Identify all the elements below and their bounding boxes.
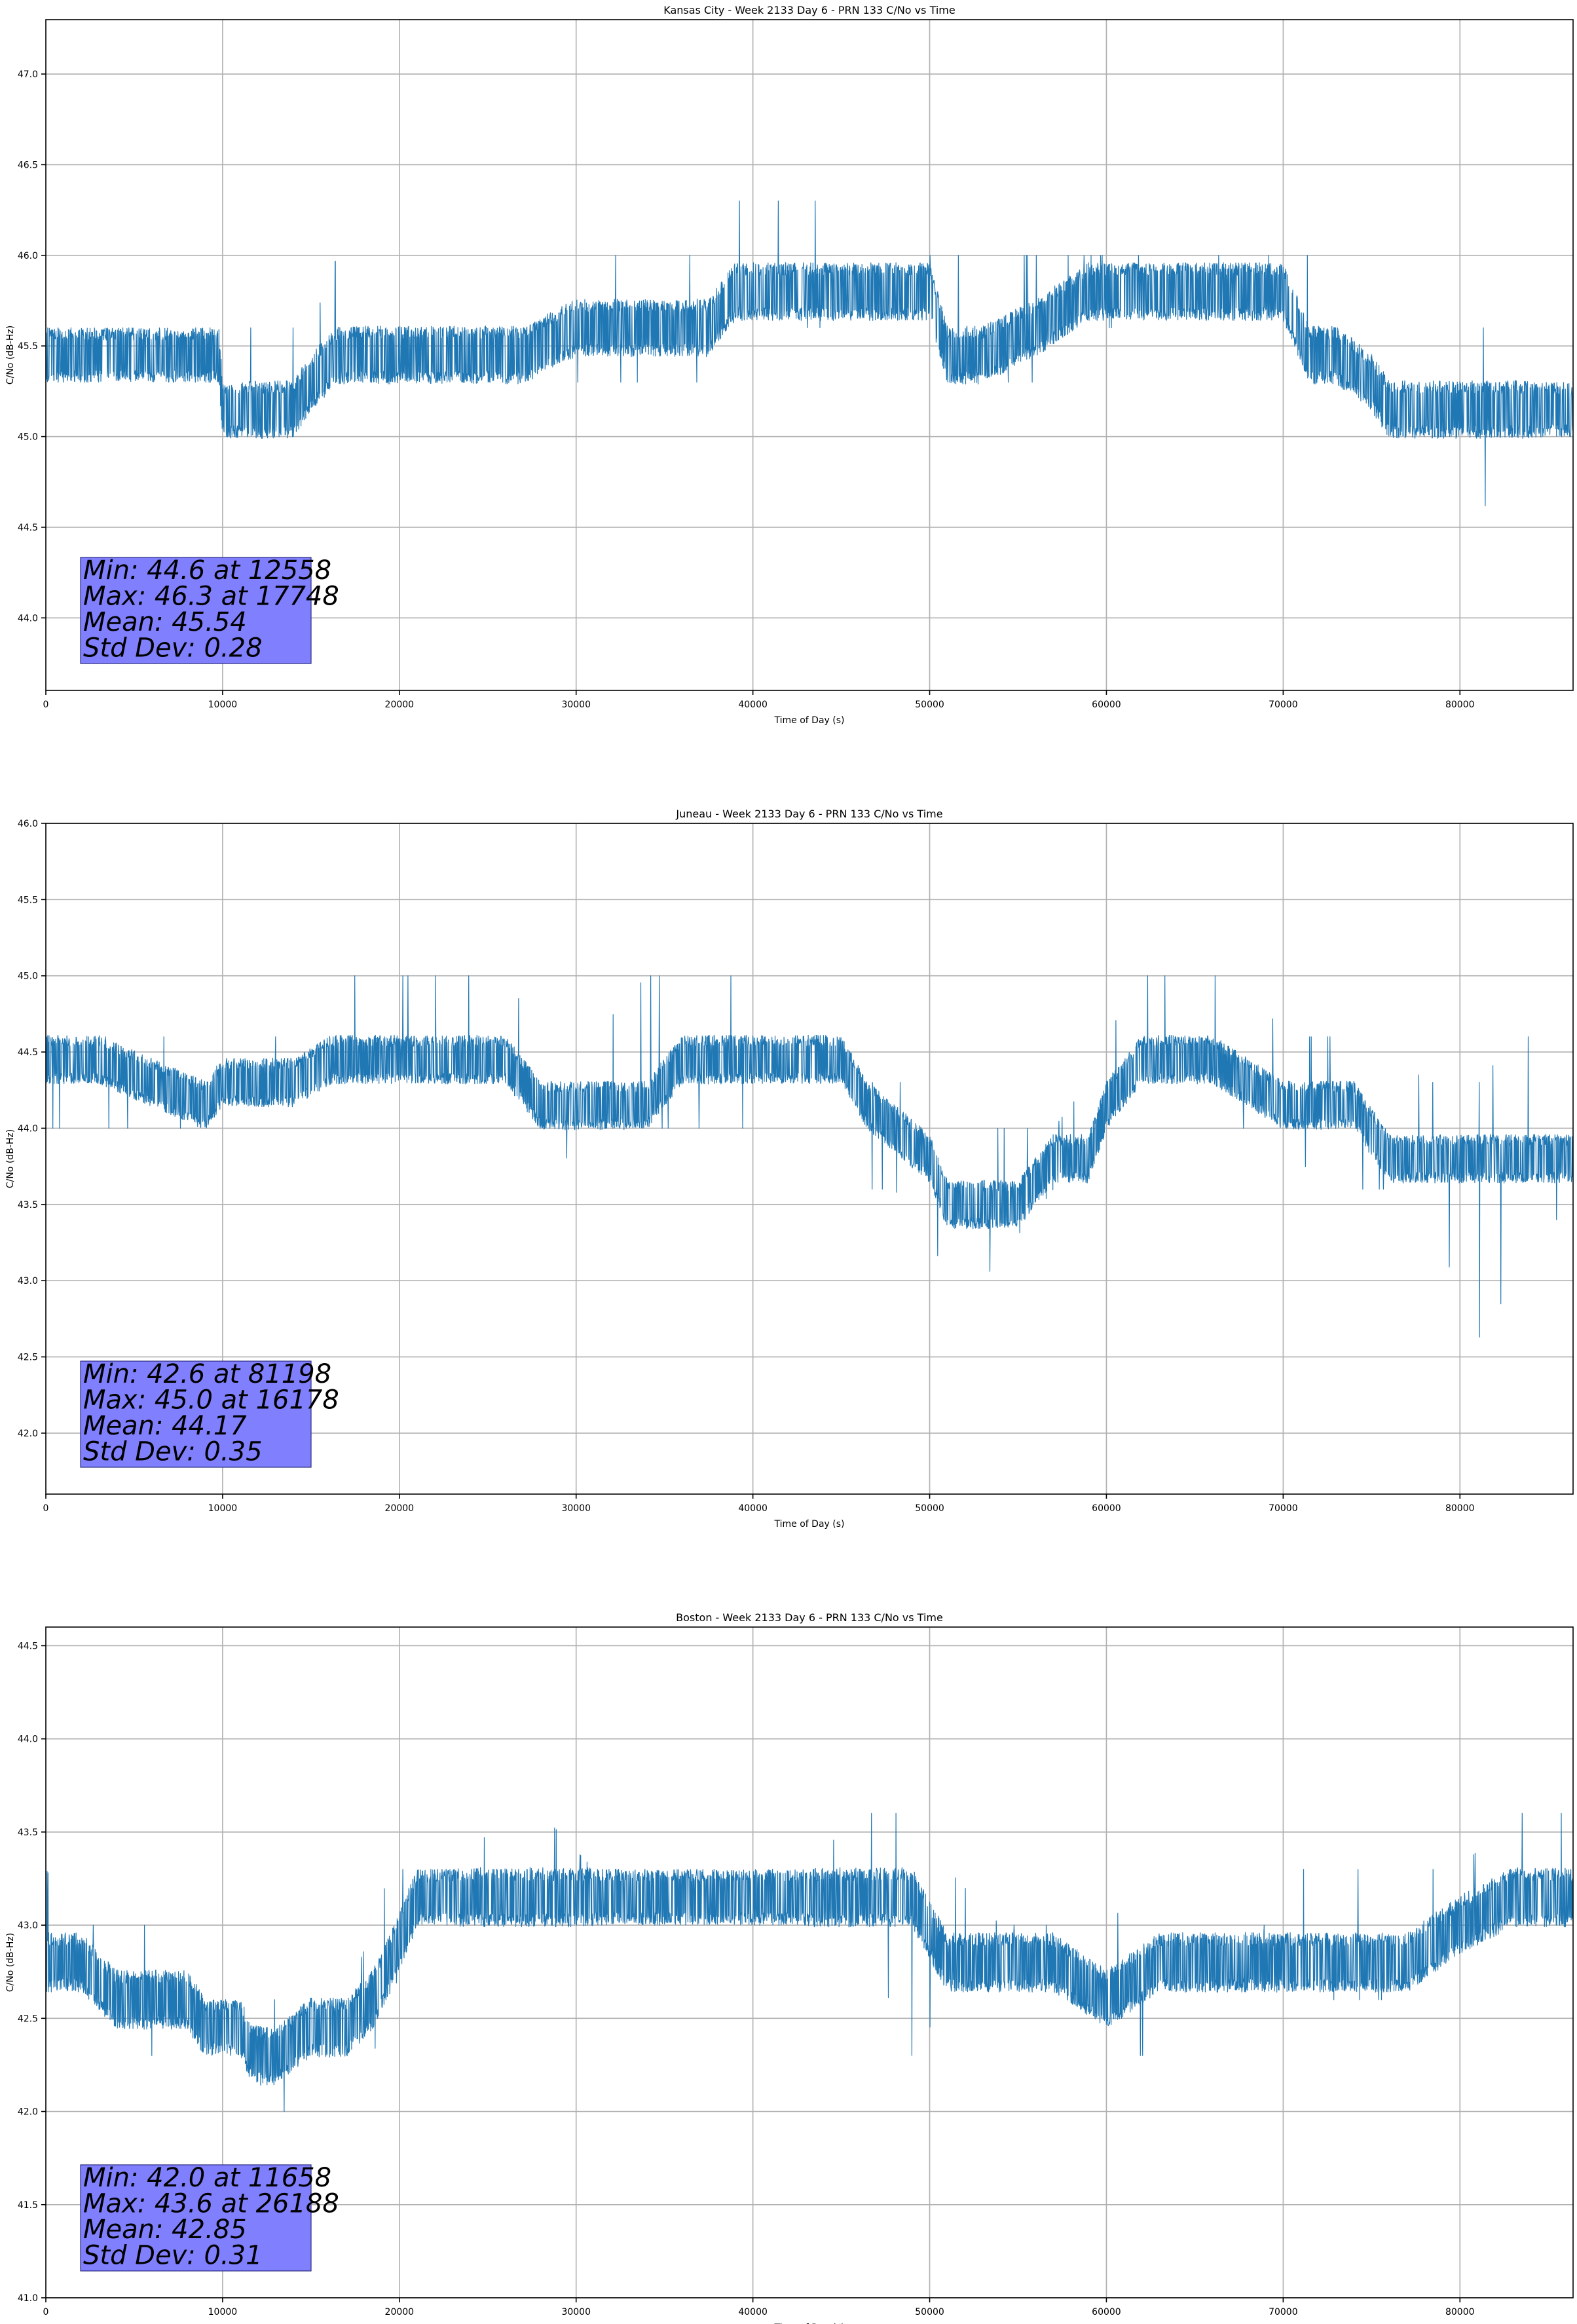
y-tick-label: 42.0	[18, 1429, 38, 1439]
x-tick-label: 60000	[1092, 1503, 1121, 1514]
stats-line: Mean: 45.54	[83, 607, 247, 637]
y-tick-label: 44.0	[18, 1734, 38, 1745]
y-axis-label: C/No (dB-Hz)	[5, 1129, 16, 1188]
axes-frame	[45, 1626, 1574, 2298]
x-tick-label: 30000	[561, 2307, 591, 2317]
y-tick-label: 44.5	[18, 1641, 38, 1651]
x-tick-label: 10000	[208, 1503, 238, 1514]
chart-title: Kansas City - Week 2133 Day 6 - PRN 133 …	[663, 4, 955, 16]
y-tick-label: 45.5	[18, 341, 38, 352]
y-axis-label: C/No (dB-Hz)	[5, 1933, 16, 1992]
y-tick-label: 46.0	[18, 251, 38, 261]
stats-box	[80, 1360, 312, 1468]
y-tick-label: 43.0	[18, 1921, 38, 1931]
stats-line: Max: 43.6 at 26188	[83, 2189, 339, 2219]
stats-line: Max: 46.3 at 17748	[83, 582, 339, 612]
chart-panel-3: 0 10000 20000 30000 40000 50000 60000 70000 8000…	[5, 1611, 1574, 2324]
y-tick-label: 43.0	[18, 1276, 38, 1286]
x-tick-label: 40000	[738, 2307, 768, 2317]
x-tick-label: 70000	[1269, 700, 1298, 710]
y-tick-label: 42.5	[18, 1353, 38, 1363]
stats-line: Std Dev: 0.31	[83, 2241, 263, 2271]
x-tick-label: 20000	[385, 1503, 415, 1514]
x-tick-label: 50000	[915, 1503, 944, 1514]
x-tick-label: 40000	[738, 700, 768, 710]
stats-line: Std Dev: 0.35	[83, 1437, 263, 1467]
stats-box	[80, 2164, 312, 2272]
x-tick-label: 60000	[1092, 700, 1121, 710]
y-tick-label: 42.0	[18, 2107, 38, 2118]
y-tick-label: 45.5	[18, 895, 38, 905]
y-tick-label: 45.0	[18, 971, 38, 982]
stats-box	[80, 557, 312, 664]
x-axis-label: Time of Day (s)	[774, 1519, 845, 1529]
stats-line: Min: 44.6 at 12558	[83, 555, 331, 586]
stats-line: Max: 45.0 at 16178	[83, 1385, 339, 1415]
x-tick-label: 50000	[915, 700, 944, 710]
y-tick-label: 42.5	[18, 2014, 38, 2024]
chart-panel-2: 0 10000 20000 30000 40000 50000 60000 70000 8000…	[5, 808, 1574, 1529]
y-tick-label: 43.5	[18, 1827, 38, 1838]
stats-line: Min: 42.0 at 11658	[83, 2163, 331, 2193]
axes-frame	[45, 19, 1574, 691]
x-tick-label: 0	[43, 700, 49, 710]
data-line	[45, 975, 1574, 1338]
y-tick-label: 44.0	[18, 613, 38, 624]
y-tick-label: 46.0	[18, 819, 38, 829]
x-tick-label: 60000	[1092, 2307, 1121, 2317]
y-tick-label: 44.0	[18, 1123, 38, 1134]
x-tick-label: 80000	[1445, 1503, 1475, 1514]
x-tick-label: 30000	[561, 700, 591, 710]
x-tick-label: 80000	[1445, 2307, 1475, 2317]
stats-line: Min: 42.6 at 81198	[83, 1359, 331, 1389]
x-tick-label: 20000	[385, 2307, 415, 2317]
data-line	[45, 1812, 1574, 2112]
y-tick-label: 45.0	[18, 432, 38, 443]
axes-frame	[45, 823, 1574, 1495]
stats-line: Mean: 42.85	[83, 2215, 247, 2245]
x-tick-label: 0	[43, 1503, 49, 1514]
y-tick-label: 41.5	[18, 2200, 38, 2211]
stats-line: Std Dev: 0.28	[83, 633, 263, 664]
x-tick-label: 0	[43, 2307, 49, 2317]
x-tick-label: 80000	[1445, 700, 1475, 710]
y-axis-label: C/No (dB-Hz)	[5, 326, 16, 384]
x-tick-label: 40000	[738, 1503, 768, 1514]
x-tick-label: 10000	[208, 2307, 238, 2317]
y-tick-label: 41.0	[18, 2293, 38, 2304]
y-tick-label: 44.5	[18, 523, 38, 533]
x-tick-label: 70000	[1269, 1503, 1298, 1514]
x-tick-label: 70000	[1269, 2307, 1298, 2317]
x-tick-label: 20000	[385, 700, 415, 710]
chart-panel-1: 0 10000 20000 30000 40000 50000 60000 70000 8000…	[5, 4, 1574, 726]
y-tick-label: 47.0	[18, 69, 38, 80]
chart-title: Boston - Week 2133 Day 6 - PRN 133 C/No …	[676, 1611, 943, 1624]
x-axis-label: Time of Day (s)	[774, 2323, 845, 2324]
x-tick-label: 30000	[561, 1503, 591, 1514]
y-tick-label: 43.5	[18, 1200, 38, 1210]
chart-title: Juneau - Week 2133 Day 6 - PRN 133 C/No …	[675, 808, 942, 820]
x-tick-label: 10000	[208, 700, 238, 710]
y-tick-label: 46.5	[18, 160, 38, 170]
data-line	[45, 200, 1574, 506]
stats-line: Mean: 44.17	[83, 1411, 247, 1441]
x-axis-label: Time of Day (s)	[774, 715, 845, 726]
y-tick-label: 44.5	[18, 1047, 38, 1058]
x-tick-label: 50000	[915, 2307, 944, 2317]
